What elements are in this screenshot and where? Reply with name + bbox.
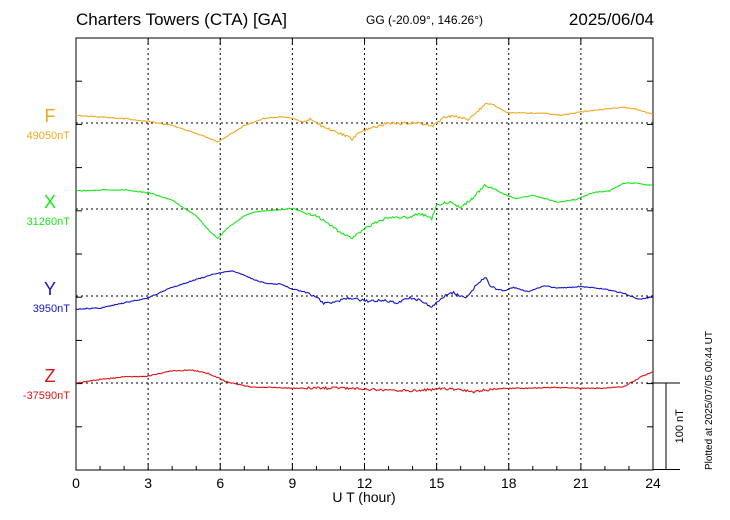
grid-lines <box>76 38 653 470</box>
series-name-z: Z <box>45 366 56 386</box>
station-coordinates: GG (-20.09°, 146.26°) <box>366 13 483 27</box>
scale-bar-label: 100 nT <box>674 409 686 444</box>
chart-date: 2025/06/04 <box>568 10 654 29</box>
x-tick-label: 24 <box>645 475 661 491</box>
series-name-f: F <box>45 106 56 126</box>
series-baseline-f: 49050nT <box>27 130 71 142</box>
series-line-y <box>75 270 654 310</box>
series-baseline-x: 31260nT <box>27 216 71 228</box>
series-line-z <box>75 369 654 394</box>
series-name-y: Y <box>44 279 56 299</box>
x-tick-label: 3 <box>144 475 152 491</box>
x-tick-label: 15 <box>429 475 445 491</box>
x-tick-label: 0 <box>72 475 80 491</box>
series-name-x: X <box>44 192 56 212</box>
series-baseline-z: -37590nT <box>23 390 70 402</box>
x-tick-labels: 0 3 6 9 12 15 18 21 24 <box>72 475 661 491</box>
x-tick-label: 21 <box>573 475 589 491</box>
station-title: Charters Towers (CTA) [GA] <box>76 10 287 29</box>
x-axis-label: U T (hour) <box>332 489 395 505</box>
x-tick-label: 6 <box>216 475 224 491</box>
series-line-f <box>75 102 654 143</box>
series-baseline-y: 3950nT <box>33 303 71 315</box>
series-lines <box>75 102 654 394</box>
series-labels: F 49050nT X 31260nT Y 3950nT Z -37590nT <box>23 106 70 402</box>
scale-bar: 100 nT <box>653 382 686 470</box>
series-line-x <box>75 182 654 240</box>
axis-ticks <box>75 37 654 471</box>
x-tick-label: 12 <box>357 475 373 491</box>
plotted-timestamp: Plotted at 2025/07/05 00:44 UT <box>704 331 715 470</box>
x-tick-label: 9 <box>288 475 296 491</box>
x-tick-label: 18 <box>501 475 517 491</box>
